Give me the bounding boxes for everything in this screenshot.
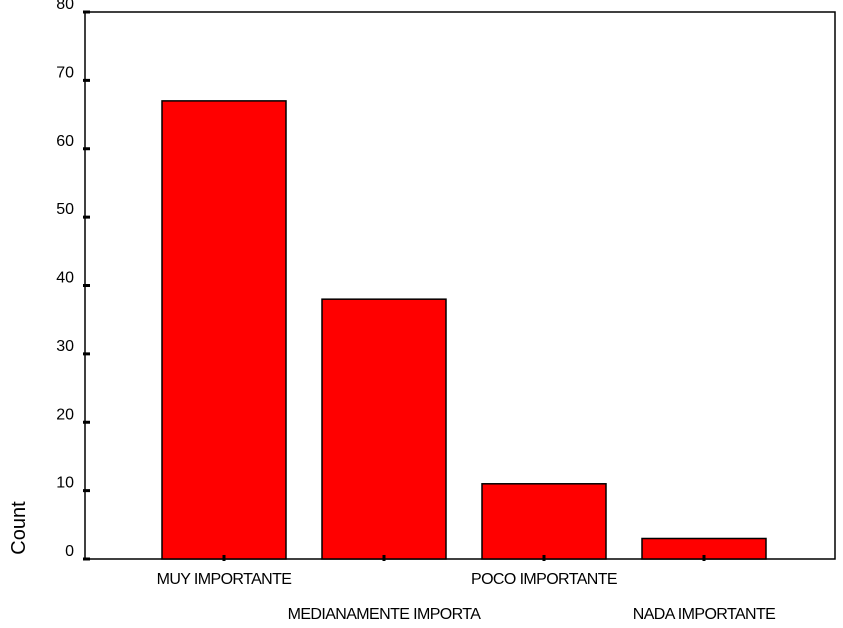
x-category-label: NADA IMPORTANTE: [633, 606, 775, 623]
y-tick-label: 80: [56, 0, 74, 13]
bar: [161, 100, 287, 560]
y-tick-label: 50: [56, 201, 74, 218]
x-category-label: MEDIANAMENTE IMPORTA: [288, 606, 482, 623]
y-tick-label: 70: [56, 64, 74, 81]
x-axis-ticks: MUY IMPORTANTE MEDIANAMENTE IMPORTA POCO I…: [157, 555, 776, 623]
y-tick-label: 10: [56, 475, 74, 492]
x-category-label: MUY IMPORTANTE: [157, 571, 292, 588]
y-tick-label: 40: [56, 270, 74, 287]
bar: [481, 483, 607, 560]
bars-group: [161, 100, 767, 560]
y-tick-label: 0: [65, 543, 74, 560]
y-tick-label: 30: [56, 338, 74, 355]
y-axis-ticks: 0 10 20 30 40 50 60 70 80: [56, 0, 90, 561]
y-tick-label: 60: [56, 133, 74, 150]
y-axis-title: Count: [8, 501, 30, 555]
x-category-label: POCO IMPORTANTE: [471, 571, 617, 588]
bar: [321, 298, 447, 560]
y-tick-label: 20: [56, 406, 74, 423]
